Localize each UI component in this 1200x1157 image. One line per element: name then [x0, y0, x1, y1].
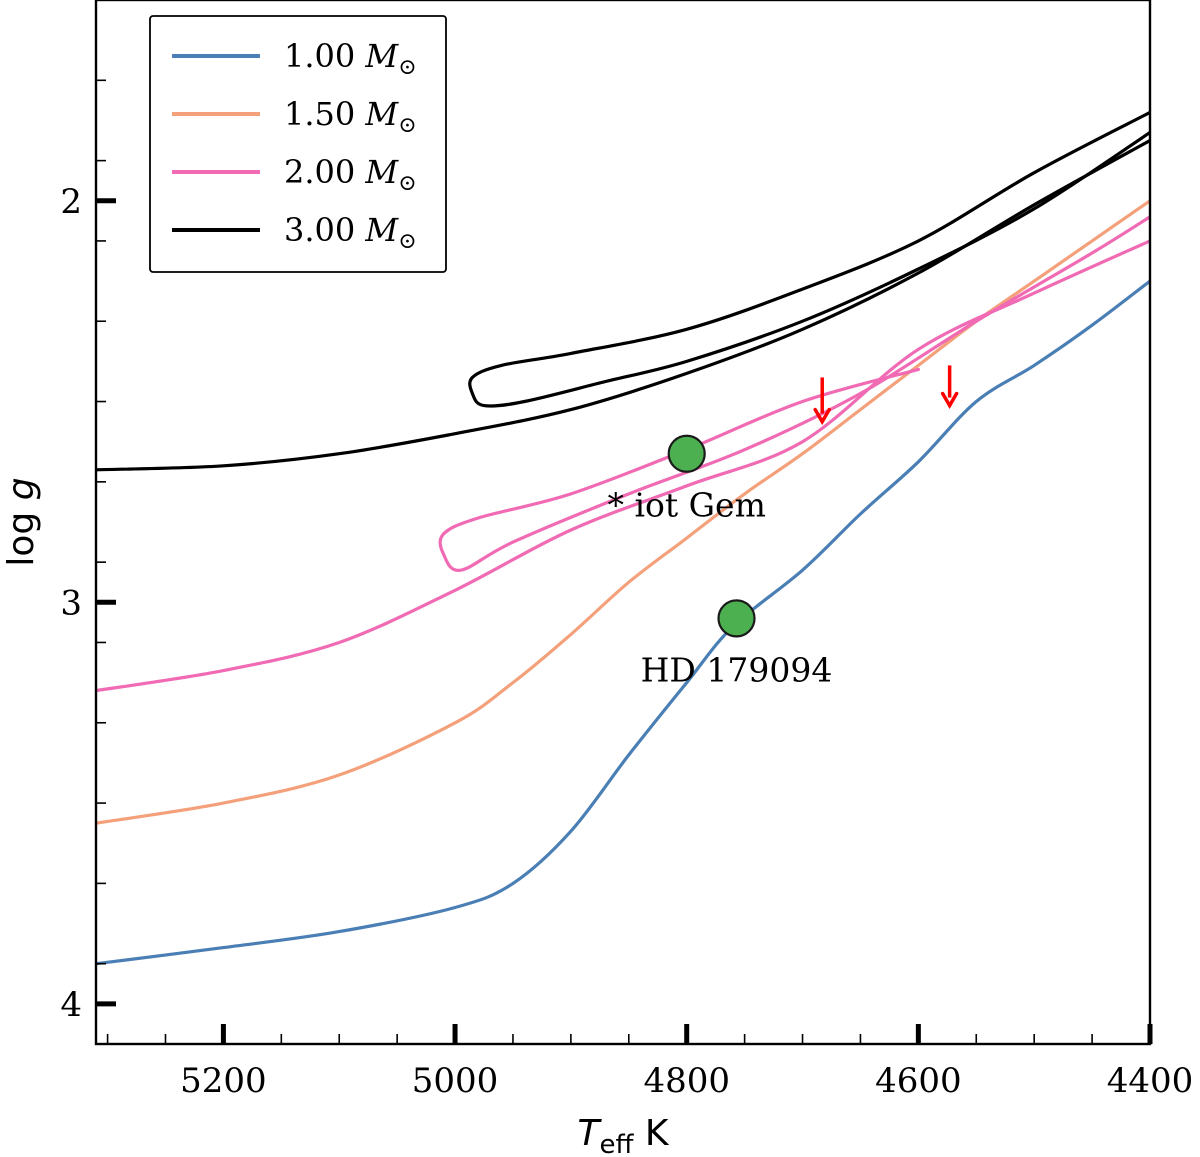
star-marker-2 [717, 599, 756, 638]
star-marker-1 [667, 434, 706, 473]
star-label-2: HD 179094 [641, 650, 833, 689]
star-label-1: * iot Gem [608, 486, 766, 525]
y-tick-label-0: 2 [60, 182, 82, 222]
x-tick-label-4: 4400 [1107, 1061, 1194, 1101]
legend-box [149, 15, 447, 273]
y-tick-label-1: 3 [60, 583, 82, 623]
y-axis-label: log g [1, 477, 42, 566]
x-tick-label-1: 5000 [412, 1061, 499, 1101]
track-2 [96, 239, 1150, 693]
x-tick-label-0: 5200 [180, 1061, 267, 1101]
legend: 1.00 M⊙ 1.50 M⊙ 2.00 M⊙ 3.00 M⊙ [149, 15, 447, 273]
track-5 [468, 110, 1150, 408]
legend-label-2: 1.50 M⊙ [284, 95, 417, 138]
plot-frame [94, 0, 1152, 1046]
red-arrowhead-1 [813, 407, 831, 426]
legend-label-1: 1.00 M⊙ [284, 37, 417, 80]
track-3 [438, 215, 1150, 572]
track-1 [96, 199, 1150, 825]
legend-label-3: 2.00 M⊙ [284, 153, 417, 196]
y-tick-label-2: 4 [60, 985, 82, 1025]
x-tick-label-3: 4600 [875, 1061, 962, 1101]
plot-area: * iot Gem HD 179094 [96, 110, 1150, 966]
track-0 [96, 279, 1150, 966]
legend-label-4: 3.00 M⊙ [284, 211, 417, 254]
red-arrowhead-2 [940, 391, 959, 410]
x-axis-label: Teff K [578, 1113, 670, 1157]
x-tick-label-2: 4800 [643, 1061, 730, 1101]
